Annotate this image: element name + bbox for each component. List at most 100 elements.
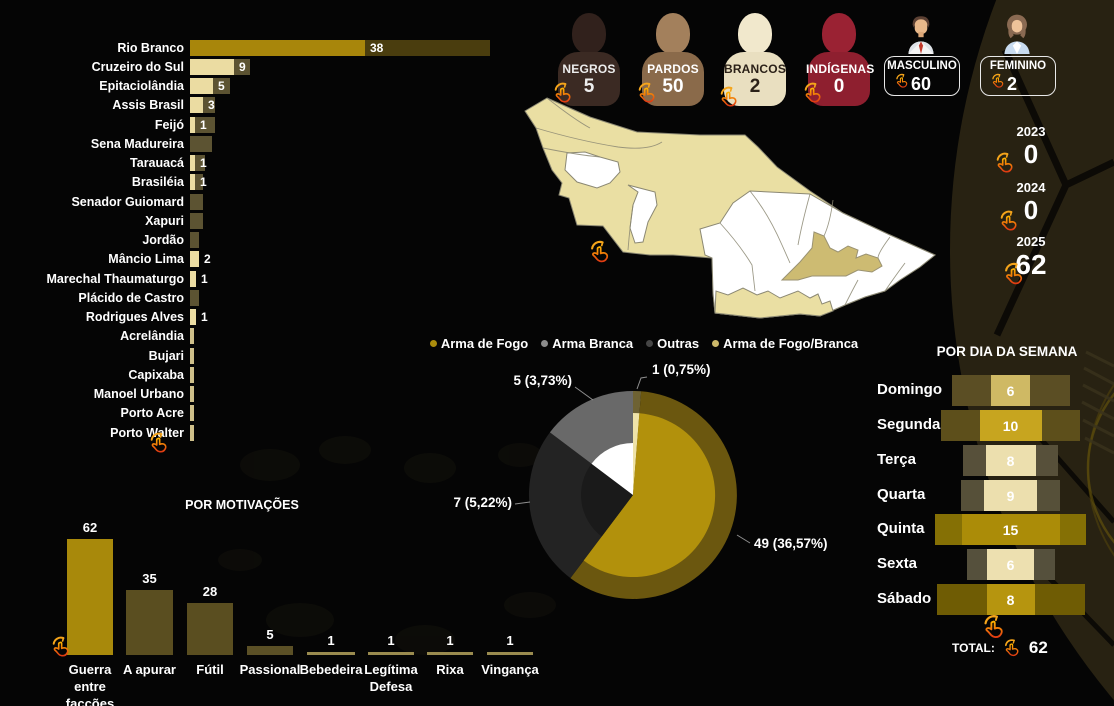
- click-hand-icon[interactable]: [979, 612, 1009, 642]
- city-bar-total[interactable]: [190, 135, 212, 152]
- city-bar[interactable]: [190, 135, 510, 152]
- city-bar-highlight[interactable]: [190, 347, 194, 364]
- city-bar[interactable]: [190, 289, 510, 306]
- city-bar-total[interactable]: [234, 58, 250, 75]
- city-bar[interactable]: [190, 328, 510, 345]
- city-bar[interactable]: 38: [190, 39, 510, 56]
- weekday-bar-highlight[interactable]: 10: [979, 410, 1042, 441]
- race-card[interactable]: PARDOS 50: [640, 10, 706, 110]
- motivation-bar[interactable]: [187, 603, 233, 655]
- city-bar-highlight[interactable]: [190, 251, 199, 268]
- city-bar[interactable]: 2: [190, 251, 510, 268]
- city-bar[interactable]: [190, 366, 510, 383]
- weekday-bar-total[interactable]: 8: [936, 584, 1085, 615]
- click-hand-icon[interactable]: [992, 150, 1018, 176]
- click-hand-icon[interactable]: [146, 430, 172, 456]
- motivation-bar[interactable]: [307, 652, 355, 655]
- weekday-bar-total[interactable]: 15: [935, 514, 1086, 545]
- city-bar[interactable]: [190, 424, 510, 441]
- city-bar-total[interactable]: [190, 193, 203, 210]
- click-hand-icon[interactable]: [48, 634, 74, 660]
- city-bar[interactable]: [190, 347, 510, 364]
- click-hand-icon[interactable]: [586, 238, 614, 266]
- city-bar-total[interactable]: [195, 174, 203, 191]
- weekday-bar-total[interactable]: 10: [941, 410, 1080, 441]
- city-bar[interactable]: [190, 232, 510, 249]
- city-bar-total[interactable]: [195, 155, 205, 172]
- city-bar[interactable]: [190, 405, 510, 422]
- city-bar-highlight[interactable]: [190, 424, 194, 441]
- click-hand-icon[interactable]: [893, 72, 911, 90]
- click-hand-icon[interactable]: [634, 80, 660, 106]
- pie-slice-core[interactable]: [591, 443, 634, 495]
- city-bar-total[interactable]: [365, 39, 490, 56]
- city-bar-highlight[interactable]: [190, 97, 203, 114]
- pie-slice-core[interactable]: [581, 463, 633, 537]
- city-bar[interactable]: 1: [190, 174, 510, 191]
- weekday-bar-highlight[interactable]: 9: [984, 480, 1037, 511]
- weekday-bar-highlight[interactable]: 15: [961, 514, 1060, 545]
- legend-item[interactable]: Arma de Fogo: [429, 336, 528, 351]
- motivation-bar[interactable]: [427, 652, 473, 655]
- city-bar-highlight[interactable]: [190, 78, 213, 95]
- city-bar[interactable]: 9: [190, 58, 510, 75]
- pie-slice-highlight[interactable]: [633, 413, 640, 495]
- legend-item[interactable]: Arma de Fogo/Branca: [712, 336, 858, 351]
- city-bar-total[interactable]: [195, 116, 215, 133]
- gender-card[interactable]: FEMININO 2: [980, 56, 1056, 96]
- motivation-bar[interactable]: [487, 652, 533, 655]
- click-hand-icon[interactable]: [1000, 260, 1028, 288]
- city-bar-total[interactable]: [190, 212, 203, 229]
- city-bar-total[interactable]: [203, 97, 215, 114]
- weekday-bar-total[interactable]: 9: [961, 480, 1060, 511]
- city-bar[interactable]: [190, 386, 510, 403]
- click-hand-icon[interactable]: [996, 208, 1022, 234]
- city-bar-highlight[interactable]: [190, 366, 194, 383]
- pie-slice-highlight[interactable]: [583, 413, 716, 578]
- city-bar[interactable]: [190, 212, 510, 229]
- city-bar[interactable]: [190, 193, 510, 210]
- city-bar[interactable]: 3: [190, 97, 510, 114]
- city-bar-highlight[interactable]: [190, 58, 234, 75]
- weekday-bar-highlight[interactable]: 8: [985, 445, 1036, 476]
- pie-slice[interactable]: [528, 432, 633, 579]
- city-bar[interactable]: 1: [190, 155, 510, 172]
- click-hand-icon[interactable]: [989, 72, 1007, 90]
- motivation-bar[interactable]: [368, 652, 414, 655]
- weekday-bar-highlight[interactable]: 8: [986, 584, 1035, 615]
- city-bar-total[interactable]: [213, 78, 230, 95]
- acre-state-map[interactable]: [500, 95, 940, 325]
- city-bar-highlight[interactable]: [190, 405, 194, 422]
- motivation-bar[interactable]: [67, 539, 113, 655]
- race-card[interactable]: NEGROS 5: [556, 10, 622, 110]
- click-hand-icon[interactable]: [1001, 637, 1023, 659]
- city-bar-highlight[interactable]: [190, 39, 365, 56]
- weekday-bar-total[interactable]: 8: [963, 445, 1058, 476]
- city-bar-highlight[interactable]: [190, 270, 196, 287]
- click-hand-icon[interactable]: [800, 80, 826, 106]
- city-bar-highlight[interactable]: [190, 328, 194, 345]
- city-bar-total[interactable]: [190, 232, 199, 249]
- city-bar[interactable]: 1: [190, 116, 510, 133]
- race-card[interactable]: INDÍGENAS 0: [806, 10, 874, 110]
- race-card[interactable]: BRANCOS 2: [722, 10, 788, 110]
- click-hand-icon[interactable]: [716, 84, 742, 110]
- weekday-bar-highlight[interactable]: 6: [987, 549, 1034, 580]
- legend-item[interactable]: Outras: [646, 336, 699, 351]
- click-hand-icon[interactable]: [1001, 637, 1023, 659]
- city-bar-highlight[interactable]: [190, 386, 194, 403]
- legend-item[interactable]: Arma Branca: [541, 336, 633, 351]
- gender-card[interactable]: MASCULINO 60: [884, 56, 960, 96]
- city-bar-highlight[interactable]: [190, 309, 196, 326]
- motivation-bar[interactable]: [247, 646, 293, 655]
- weekday-bar-total[interactable]: 6: [951, 375, 1070, 406]
- weapon-type-pie-chart[interactable]: 1 (0,75%) 49 (36,57%) 7 (5,22%) 5 (3,73%): [420, 356, 880, 626]
- city-bar[interactable]: 1: [190, 309, 510, 326]
- city-bar-highlight[interactable]: [190, 155, 195, 172]
- city-bar[interactable]: 1: [190, 270, 510, 287]
- city-bar-total[interactable]: [190, 289, 199, 306]
- motivation-bar[interactable]: [126, 590, 173, 655]
- city-bar[interactable]: 5: [190, 78, 510, 95]
- weekday-bar-total[interactable]: 6: [966, 549, 1055, 580]
- city-bar-highlight[interactable]: [190, 116, 195, 133]
